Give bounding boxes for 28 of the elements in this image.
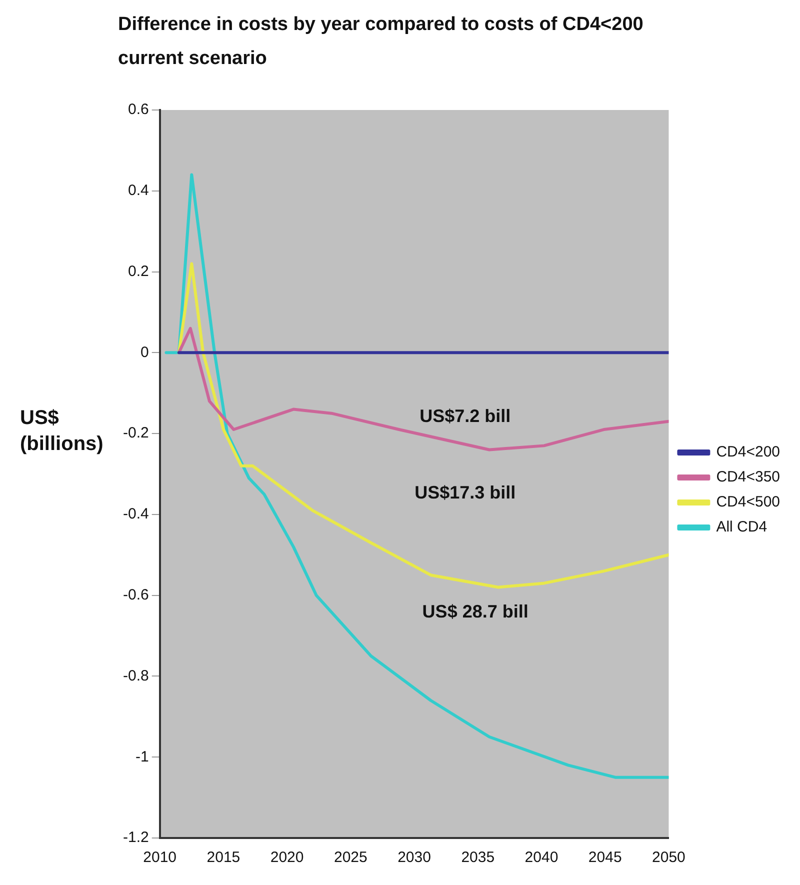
x-tick-label: 2050 <box>652 849 686 866</box>
y-tick-label: -0.4 <box>122 506 149 523</box>
x-tick-label: 2020 <box>270 849 304 866</box>
chart-title: Difference in costs by year compared to costs of CD4<200 current scenario <box>118 13 644 71</box>
y-tick-label: -1.2 <box>122 829 149 846</box>
y-tick-label: 0.4 <box>128 182 149 200</box>
y-tick-label: 0 <box>140 344 149 361</box>
annotation: US$7.2 bill <box>420 406 511 426</box>
x-tick-label: 2040 <box>524 849 558 866</box>
y-tick-label: -0.2 <box>122 424 149 442</box>
y-tick-label: 0.6 <box>128 101 149 118</box>
x-tick-label: 2010 <box>143 849 177 866</box>
x-tick-label: 2030 <box>398 849 431 866</box>
x-tick-label: 2015 <box>206 849 240 866</box>
x-tick-label: 2045 <box>588 849 622 866</box>
y-axis-title: US$ (billions) <box>20 406 104 457</box>
y-tick-label: -0.8 <box>122 667 149 684</box>
x-tick-label: 2025 <box>334 849 368 866</box>
legend-label: CD4<350 <box>716 468 780 486</box>
y-tick-label: 0.2 <box>128 262 149 280</box>
annotation: US$ 28.7 bill <box>422 601 528 622</box>
x-tick-label: 2035 <box>461 849 495 866</box>
legend-label: CD4<200 <box>716 444 780 461</box>
legend-label: All CD4 <box>716 518 768 536</box>
annotation: US$17.3 bill <box>414 482 516 503</box>
y-tick-label: -0.6 <box>122 586 149 604</box>
y-tick-label: -1 <box>136 748 149 766</box>
legend-label: CD4<500 <box>716 494 780 511</box>
